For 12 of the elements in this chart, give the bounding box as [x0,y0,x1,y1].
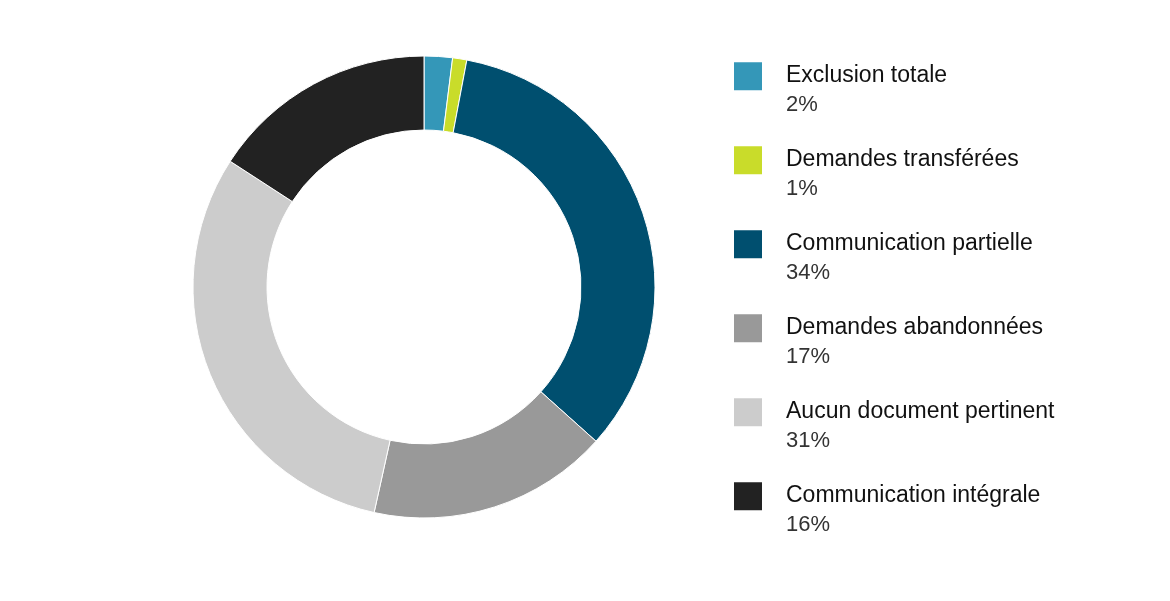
legend-label: Demandes transférées [786,144,1019,171]
legend-label: Exclusion totale [786,60,948,87]
data-label: 34% [786,258,831,284]
data-label: 2% [786,90,818,116]
legend-label: Communication intégrale [786,480,1041,507]
data-label: 16% [786,510,831,536]
legend-label: Aucun document pertinent [786,396,1056,423]
legend-label: Communication partielle [786,228,1033,255]
data-label: 17% [786,342,831,368]
legend-label: Demandes abandonnées [786,312,1044,339]
data-label: 1% [786,174,818,200]
data-label: 31% [786,426,831,452]
